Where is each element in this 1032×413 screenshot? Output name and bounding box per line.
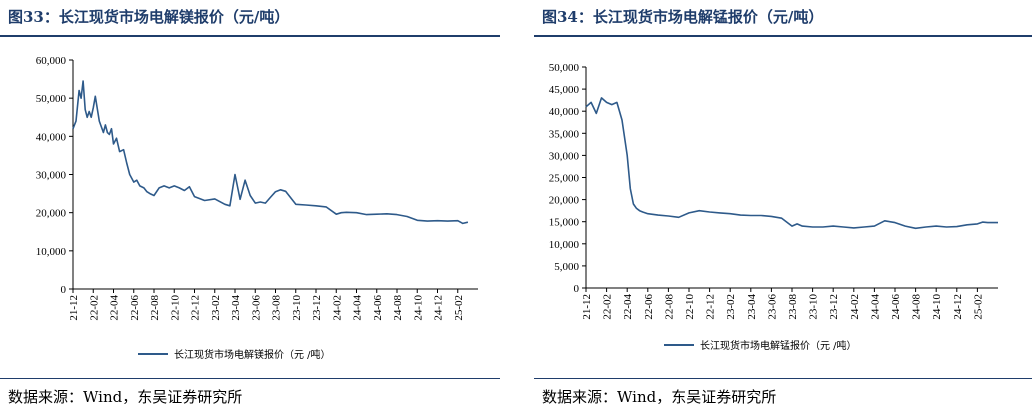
x-tick-label: 24-08: [911, 294, 923, 320]
y-tick-label: 0: [61, 284, 67, 296]
y-tick-label: 40,000: [549, 106, 580, 118]
x-tick-label: 24-06: [372, 295, 384, 321]
x-tick-label: 23-06: [766, 294, 778, 320]
x-tick-label: 24-12: [433, 295, 445, 321]
x-tick-label: 23-06: [250, 295, 262, 321]
x-tick-label: 22-06: [129, 295, 141, 321]
left-source-note: 数据来源：Wind，东吴证券研究所: [8, 388, 243, 406]
right-chart: 0 5,000 10,000 15,000 20,000 25,000 30,000 35,0…: [549, 62, 998, 352]
left-figure-panel: 图33：长江现货市场电解镁报价（元/吨） 0 10,000 20,000 30,000…: [0, 0, 500, 413]
x-tick-label: 24-06: [890, 294, 902, 320]
y-tick-label: 20,000: [36, 208, 67, 220]
right-top-rule: [534, 35, 1032, 37]
x-tick-label: 21-12: [581, 294, 593, 320]
y-tick-label: 45,000: [549, 84, 580, 96]
x-tick-label: 23-10: [808, 294, 820, 320]
y-tick-label: 0: [574, 283, 580, 295]
x-tick-label: 24-08: [392, 295, 404, 321]
x-tick-label: 22-04: [109, 295, 121, 321]
x-tick-label: 24-10: [412, 295, 424, 321]
x-tick-label: 23-12: [311, 295, 323, 321]
x-tick-label: 22-02: [88, 295, 100, 321]
x-tick-label: 22-02: [602, 294, 614, 320]
series-line: [72, 80, 469, 225]
x-tick-label: 23-12: [828, 294, 840, 320]
x-tick-label: 25-02: [453, 295, 465, 321]
y-tick-label: 50,000: [36, 93, 67, 105]
x-tick-label: 24-02: [331, 295, 343, 321]
x-tick-label: 23-02: [725, 294, 737, 320]
legend-label: 长江现货市场电解镁报价（元 /吨）: [174, 348, 331, 361]
x-tick-label: 22-10: [684, 294, 696, 320]
y-tick-label: 40,000: [36, 131, 67, 143]
left-figure-title: 图33：长江现货市场电解镁报价（元/吨）: [8, 8, 290, 26]
x-tick-label: 24-02: [849, 294, 861, 320]
x-tick-label: 22-04: [622, 294, 634, 320]
y-tick-label: 35,000: [549, 128, 580, 140]
y-tick-label: 60,000: [36, 55, 67, 67]
x-tick-label: 23-08: [271, 295, 283, 321]
x-tick-label: 22-08: [663, 294, 675, 320]
right-figure-title: 图34：长江现货市场电解锰报价（元/吨）: [542, 8, 824, 26]
right-source-note: 数据来源：Wind，东吴证券研究所: [542, 388, 777, 406]
x-tick-label: 24-04: [869, 294, 881, 320]
x-tick-label: 24-04: [352, 295, 364, 321]
series-line: [585, 97, 998, 230]
left-bottom-rule: [0, 378, 500, 379]
x-tick-label: 22-12: [705, 294, 717, 320]
x-tick-label: 23-04: [230, 295, 242, 321]
x-tick-label: 23-04: [746, 294, 758, 320]
y-tick-label: 25,000: [549, 173, 580, 185]
x-tick-label: 22-12: [190, 295, 202, 321]
x-tick-label: 23-08: [787, 294, 799, 320]
y-tick-label: 50,000: [549, 62, 580, 74]
x-tick-label: 22-08: [149, 295, 161, 321]
x-tick-label: 24-12: [952, 294, 964, 320]
y-tick-label: 20,000: [549, 195, 580, 207]
y-tick-label: 30,000: [549, 150, 580, 162]
y-tick-label: 30,000: [36, 170, 67, 182]
left-chart: 0 10,000 20,000 30,000 40,000 50,000 60,000 21-…: [36, 55, 478, 361]
y-tick-label: 15,000: [549, 217, 580, 229]
right-bottom-rule: [534, 378, 1032, 379]
x-tick-label: 24-10: [931, 294, 943, 320]
y-tick-label: 10,000: [36, 246, 67, 258]
x-tick-label: 21-12: [68, 295, 80, 321]
x-tick-label: 25-02: [972, 294, 984, 320]
y-tick-label: 10,000: [549, 239, 580, 251]
x-tick-label: 22-10: [169, 295, 181, 321]
right-figure-panel: 图34：长江现货市场电解锰报价（元/吨） 0 5,000 10,000 15,000 2…: [534, 0, 1032, 413]
x-tick-label: 22-06: [643, 294, 655, 320]
legend-label: 长江现货市场电解锰报价（元 /吨）: [700, 339, 857, 352]
x-tick-label: 23-10: [291, 295, 303, 321]
left-top-rule: [0, 35, 500, 37]
x-tick-label: 23-02: [210, 295, 222, 321]
y-tick-label: 5,000: [554, 261, 579, 273]
